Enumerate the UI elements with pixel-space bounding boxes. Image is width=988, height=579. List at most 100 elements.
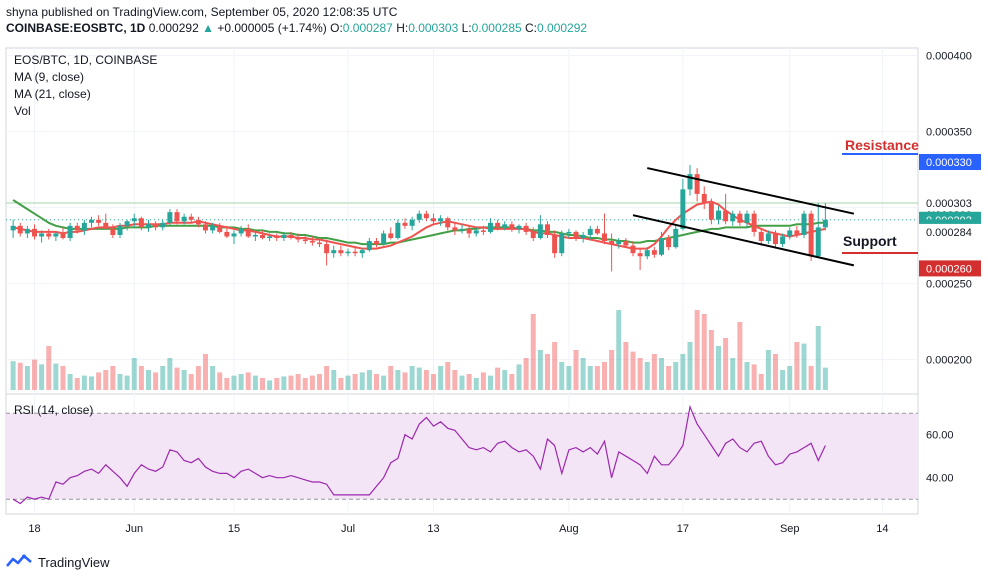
volume-bar [181,370,187,390]
volume-bar [701,314,707,390]
volume-bar [723,338,729,390]
candle-body [295,238,301,240]
candle-body [651,250,657,255]
candle-body [445,218,451,228]
candle-body [716,210,721,220]
candle-body [815,227,821,257]
candle-body [89,219,94,223]
volume-bar [445,362,451,390]
candle-body [822,219,828,228]
candle-body [744,213,750,223]
volume-bar [103,370,109,390]
candle-body [480,230,486,232]
volume-bar [160,366,166,390]
volume-bar [573,350,579,390]
candle-body [659,238,664,255]
volume-bar [530,314,536,390]
legend-ma9: MA (9, close) [14,70,84,84]
volume-bar [488,375,493,390]
candle-body [765,233,771,242]
legend-ma21: MA (21, close) [14,87,91,101]
volume-bar [466,374,472,390]
candle-body [53,233,59,237]
volume-bar [402,372,408,390]
candle-body [252,234,258,237]
volume-bar [224,378,230,390]
volume-bar [267,380,273,390]
volume-bar [545,354,550,390]
candle-body [395,222,401,238]
candle-body [160,222,166,228]
time-tick-label: 13 [427,523,439,535]
candle-body [174,212,180,222]
price-chart[interactable]: 60.0040.00 0.0004000.0003500.0003000.000… [0,40,988,550]
annotations: Resistance Support [842,137,919,254]
candle-body [801,213,807,235]
candle-body [210,225,216,231]
candle-body [730,213,736,222]
volume-bar [730,358,736,390]
up-arrow-icon: ▲ [202,21,214,35]
price-label-bg [919,195,981,212]
candle-body [616,241,622,245]
volume-bar [423,370,429,390]
trendline-upper [647,167,855,215]
volume-bar [438,366,444,390]
price-tick-label: 0.000400 [926,51,972,63]
time-tick-label: Jun [125,523,143,535]
volume-bar [338,378,344,390]
candle-body [345,251,351,254]
candle-body [431,218,436,222]
candle-body [580,234,586,238]
candle-body [146,224,151,228]
candle-body [188,216,194,220]
candle-body [324,244,330,254]
candle-body [587,228,593,235]
volume-bar [751,364,757,390]
volume-bar [602,362,607,390]
volume-bar [666,366,672,390]
volume-bar [46,346,52,390]
volume-bar [644,362,650,390]
volume-bar [138,366,144,390]
candle-body [516,225,522,229]
candle-body [195,219,201,225]
candle-body [231,233,237,237]
volume-bar [651,354,657,390]
candle-body [573,231,579,238]
volume-bar [32,359,37,390]
candle-body [317,242,322,245]
candle-body [509,224,515,229]
volume-bar [787,366,793,390]
volume-bar [131,358,137,390]
close-label: C: [525,21,538,35]
price-axis[interactable]: 0.0004000.0003500.0003000.0002500.000200… [919,51,981,367]
volume-bar [523,358,529,390]
candle-body [181,216,187,222]
candle-body [167,212,173,223]
legend-vol: Vol [14,104,31,118]
candle-body [74,225,80,231]
volume-bar [374,374,379,390]
volume-bar [274,378,280,390]
volume-bar [580,358,586,390]
candle-body [153,224,159,228]
time-axis[interactable]: 18 Jun 15 Jul 13 Aug 17 Sep 14 [28,523,888,535]
high-label: H: [396,21,409,35]
volume-bar [495,367,501,390]
candle-body [217,225,223,232]
trendlines[interactable] [632,167,855,267]
publisher-line: shyna published on TradingView.com, Sept… [6,5,398,19]
candle-body [452,227,458,231]
volume-bar [409,366,415,390]
candle-body [787,230,793,237]
time-tick-label: 14 [876,523,888,535]
candle-body [46,233,52,237]
candle-body [39,233,45,237]
rsi-line [12,404,826,505]
candle-body [794,230,800,235]
candle-body [402,222,408,226]
candle-body [723,210,729,222]
candle-body [203,224,208,231]
candle-body [67,225,73,238]
